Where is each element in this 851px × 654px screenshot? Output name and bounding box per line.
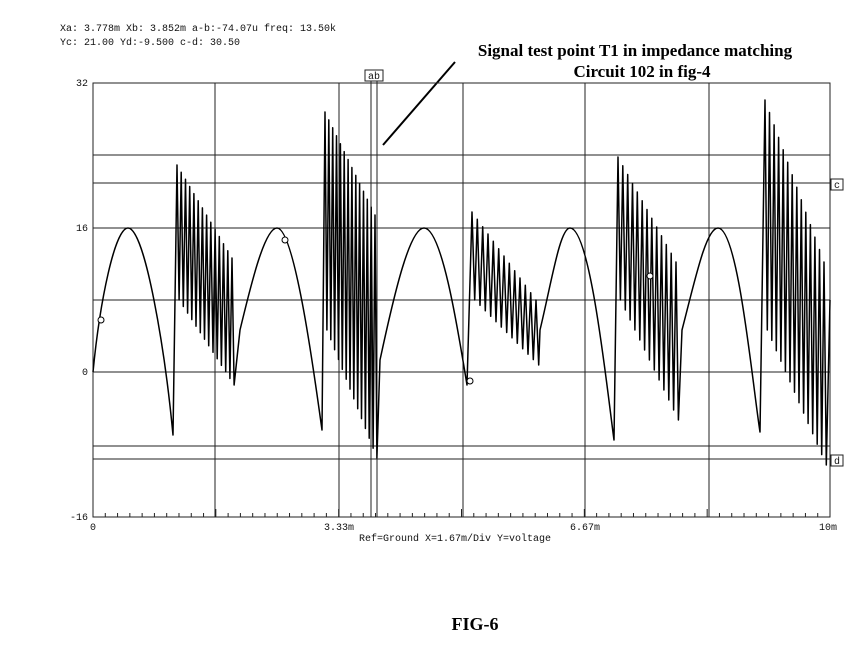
annotation: Signal test point T1 in impedance matchi… xyxy=(478,41,793,60)
cursor-tag xyxy=(364,69,384,82)
header-line: Xa: 3.778m Xb: 3.852m a-b:-74.07u freq: … xyxy=(60,23,336,35)
waveform xyxy=(92,99,831,466)
cursor-label: ab xyxy=(368,71,380,83)
y-label: 32 xyxy=(76,79,88,90)
waveform-trace xyxy=(92,99,831,466)
cursor-label: c xyxy=(834,181,840,192)
cursor-tag xyxy=(830,454,844,467)
y-label: 0 xyxy=(82,368,88,379)
trace-marker xyxy=(466,377,474,385)
annotation-arrow xyxy=(382,61,456,146)
y-label: -16 xyxy=(70,513,88,524)
plot-footer: Ref=Ground X=1.67m/Div Y=voltage xyxy=(359,533,551,545)
header-line: Yc: 21.00 Yd:-9.500 c-d: 30.50 xyxy=(60,37,240,49)
x-label: 3.33m xyxy=(324,523,354,534)
trace-marker xyxy=(97,316,105,324)
y-label: 16 xyxy=(76,224,88,235)
x-label: 10m xyxy=(819,523,837,534)
trace-marker xyxy=(646,272,654,280)
figure-caption: FIG-6 xyxy=(452,614,499,634)
x-label: 6.67m xyxy=(570,523,600,534)
cursor-label: d xyxy=(834,456,840,468)
annotation: Circuit 102 in fig-4 xyxy=(573,62,711,81)
x-label: 0 xyxy=(90,523,96,534)
cursor-tag xyxy=(830,178,844,191)
trace-marker xyxy=(281,236,289,244)
